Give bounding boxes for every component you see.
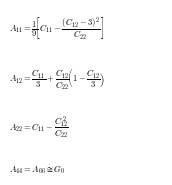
Text: $A_{11} = \dfrac{1}{9}\!\left[C_{11} - \dfrac{(C_{12}-3)^{2}}{C_{22}}\right]$: $A_{11} = \dfrac{1}{9}\!\left[C_{11} - \… <box>9 15 104 41</box>
Text: $A_{44} = A_{66} \cong G_{0}$: $A_{44} = A_{66} \cong G_{0}$ <box>9 163 65 176</box>
Text: $A_{22} = C_{11} - \dfrac{C_{12}^{\,2}}{C_{22}}$: $A_{22} = C_{11} - \dfrac{C_{12}^{\,2}}{… <box>9 114 68 141</box>
Text: $A_{12} = \dfrac{C_{11}}{3} + \dfrac{C_{12}}{C_{22}}\!\left(1 - \dfrac{C_{12}}{3: $A_{12} = \dfrac{C_{11}}{3} + \dfrac{C_{… <box>9 68 105 92</box>
